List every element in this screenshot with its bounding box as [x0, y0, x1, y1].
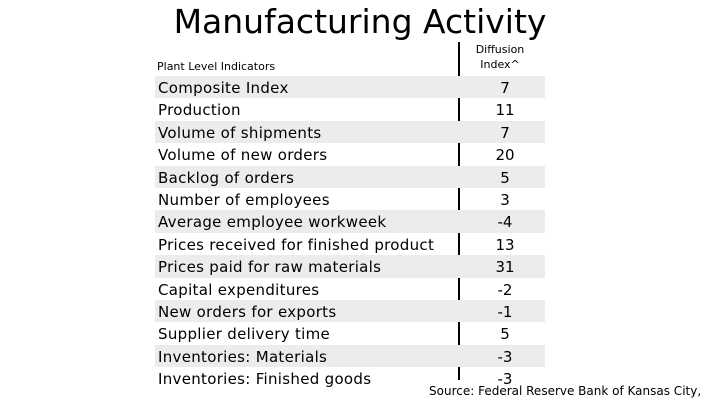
table-row: Supplier delivery time 5	[155, 322, 545, 344]
table-row: Inventories: Materials -3	[155, 344, 545, 368]
row-label: New orders for exports	[158, 302, 337, 321]
row-label: Production	[158, 101, 241, 120]
row-value: -4	[497, 213, 513, 232]
row-label: Volume of new orders	[158, 146, 328, 165]
table-row: Production 11	[155, 98, 545, 120]
row-label: Volume of shipments	[158, 123, 322, 142]
table-row: Number of employees 3	[155, 188, 545, 210]
row-label: Prices received for finished product	[158, 235, 435, 254]
row-label: Capital expenditures	[158, 280, 320, 299]
row-value: 3	[500, 190, 510, 209]
column-header-diffusion-line2: Index^	[480, 58, 520, 71]
table-row: Average employee workweek -4	[155, 210, 545, 233]
row-value: -2	[497, 280, 513, 299]
row-label: Supplier delivery time	[158, 325, 331, 344]
row-value: 31	[495, 258, 515, 277]
row-label: Backlog of orders	[158, 168, 295, 187]
row-value: 20	[495, 146, 515, 165]
table-row: Composite Index 7	[155, 76, 545, 99]
table-row: Prices paid for raw materials 31	[155, 255, 545, 278]
row-value: 7	[500, 79, 510, 97]
row-label: Inventories: Materials	[158, 347, 328, 366]
table-row: Volume of new orders 20	[155, 143, 545, 165]
row-value: -3	[497, 347, 513, 366]
page-title: Manufacturing Activity	[173, 2, 547, 41]
table-row: Volume of shipments 7	[155, 120, 545, 144]
row-label: Average employee workweek	[158, 213, 387, 232]
table-row: Prices received for finished product 13	[155, 233, 545, 255]
column-header-indicators: Plant Level Indicators	[157, 60, 276, 73]
row-value: 5	[500, 168, 510, 187]
table-row: Capital expenditures -2	[155, 278, 545, 300]
table-row: New orders for exports -1	[155, 299, 545, 323]
table-row: Inventories: Finished goods -3	[155, 367, 545, 389]
table-row: Backlog of orders 5	[155, 165, 545, 188]
row-label: Prices paid for raw materials	[158, 258, 382, 277]
row-value: 7	[500, 123, 510, 142]
column-header-diffusion-line1: Diffusion	[475, 43, 525, 56]
row-value: -3	[497, 370, 513, 389]
row-value: 13	[495, 235, 515, 254]
source-note: Source: Federal Reserve Bank of Kansas C…	[429, 384, 702, 398]
row-label: Composite Index	[158, 79, 289, 97]
column-header-diffusion-index: Diffusion Index^	[470, 42, 530, 72]
row-value: -1	[497, 302, 513, 321]
row-value: 11	[495, 101, 515, 120]
row-value: 5	[500, 325, 510, 344]
row-label: Inventories: Finished goods	[158, 370, 372, 389]
row-label: Number of employees	[158, 190, 330, 209]
indicator-table: Composite Index 7 Production 11 Volume o…	[155, 76, 545, 389]
